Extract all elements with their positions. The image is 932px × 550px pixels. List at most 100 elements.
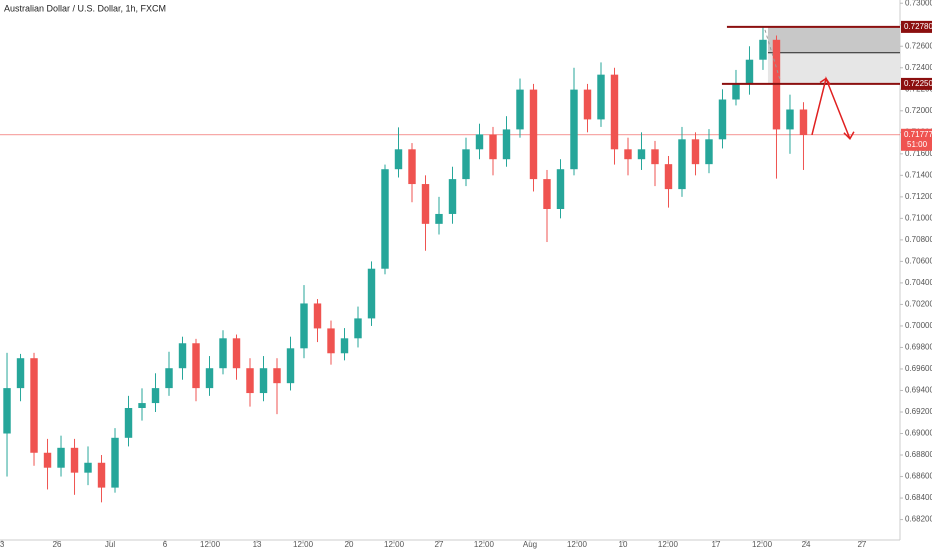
zone-upper <box>767 26 900 53</box>
candle-body <box>16 358 25 389</box>
candle-body <box>84 462 92 473</box>
candle-body <box>799 109 808 135</box>
level-label-box <box>901 20 932 33</box>
candle-body <box>705 139 713 165</box>
chart-title: Australian Dollar / U.S. Dollar, 1h, FXC… <box>4 3 166 13</box>
candle-body <box>745 59 754 85</box>
x-tick-label: 12:00 <box>293 540 314 549</box>
y-tick-label: 0.72600 <box>905 41 932 50</box>
candle-body <box>340 338 349 354</box>
y-tick-label: 0.71000 <box>905 213 932 222</box>
candle-body <box>232 338 241 369</box>
candle-body <box>610 74 619 150</box>
y-tick-label: 0.69800 <box>905 343 932 352</box>
y-tick-label: 0.71400 <box>905 170 932 179</box>
x-tick-label: 27 <box>857 540 866 549</box>
candle-body <box>313 303 322 329</box>
candle-body <box>691 139 700 165</box>
x-tick-label: 12:00 <box>752 540 773 549</box>
candle-body <box>637 149 646 160</box>
last-price-label: 0.71777 <box>904 130 932 139</box>
x-tick-label: 26 <box>53 540 62 549</box>
y-tick-label: 0.70000 <box>905 321 932 330</box>
level-label: 0.72250 <box>904 79 932 88</box>
candle-body <box>448 179 457 214</box>
x-tick-label: 13 <box>253 540 262 549</box>
x-tick-label: Aug <box>523 540 537 549</box>
arrow-head <box>819 77 831 85</box>
candle-body <box>732 84 740 100</box>
candle-body <box>327 328 335 354</box>
x-tick-label: 12:00 <box>200 540 221 549</box>
candle-body <box>381 169 389 269</box>
y-tick-label: 0.68400 <box>905 493 932 502</box>
x-tick-label: 12:00 <box>474 540 495 549</box>
x-tick-label: 17 <box>712 540 721 549</box>
candle-body <box>354 318 362 339</box>
candle-body <box>43 452 52 468</box>
y-tick-label: 0.68600 <box>905 472 932 481</box>
candle-body <box>502 129 511 160</box>
candle-body <box>664 164 673 190</box>
y-tick-label: 0.69400 <box>905 386 932 395</box>
candle-body <box>529 89 538 180</box>
x-tick-label: 12:00 <box>658 540 679 549</box>
x-tick-label: 27 <box>435 540 444 549</box>
y-tick-label: 0.69000 <box>905 429 932 438</box>
candle-body <box>138 403 146 409</box>
x-tick-label: 10 <box>619 540 628 549</box>
projection-path <box>811 76 851 140</box>
candle-body <box>178 343 187 369</box>
candle-body <box>259 368 268 394</box>
zone-lower <box>767 52 900 84</box>
dashed-line <box>764 29 781 80</box>
countdown-label: 51:00 <box>907 140 928 149</box>
candle-body <box>583 89 592 120</box>
level-label: 0.72780 <box>904 22 932 31</box>
y-tick-label: 0.70200 <box>905 300 932 309</box>
x-tick-label: 12:00 <box>567 540 588 549</box>
candle-body <box>97 462 106 488</box>
candle-body <box>462 149 470 180</box>
candle-body <box>556 169 565 210</box>
candle-body <box>786 109 794 130</box>
candle-body <box>300 303 308 349</box>
candle-body <box>219 338 227 369</box>
candle-body <box>543 179 551 210</box>
y-tick-label: 0.72400 <box>905 63 932 72</box>
y-tick-label: 0.68800 <box>905 450 932 459</box>
candle-body <box>3 388 11 434</box>
candle-body <box>570 89 578 170</box>
x-tick-label: 6 <box>163 540 168 549</box>
candle-body <box>57 447 65 468</box>
arrow-head <box>843 131 855 140</box>
x-tick-label: 24 <box>802 540 811 549</box>
candle-body <box>421 184 430 224</box>
candle-body <box>624 149 632 160</box>
level-label-box <box>901 77 932 90</box>
last-price-box <box>901 128 932 151</box>
candle-body <box>435 213 443 224</box>
candle-body <box>759 39 767 60</box>
candle-body <box>718 99 727 140</box>
candle-body <box>678 139 686 190</box>
candle-body <box>286 348 295 384</box>
y-tick-label: 0.73000 <box>905 0 932 7</box>
candle-body <box>408 149 416 185</box>
y-tick-label: 0.71200 <box>905 192 932 201</box>
y-tick-label: 0.70600 <box>905 257 932 266</box>
candle-body <box>475 134 484 150</box>
y-tick-label: 0.70800 <box>905 235 932 244</box>
candle-body <box>70 447 79 473</box>
y-tick-label: 0.69200 <box>905 407 932 416</box>
candle-body <box>246 368 254 394</box>
candle-body <box>489 134 497 160</box>
x-tick-label: 12:00 <box>384 540 405 549</box>
candle-body <box>394 149 403 170</box>
y-tick-label: 0.72000 <box>905 106 932 115</box>
y-tick-label: 0.68200 <box>905 515 932 524</box>
candle-body <box>124 408 133 438</box>
candle-body <box>192 343 200 389</box>
candle-body <box>367 268 376 319</box>
candle-body <box>165 368 173 389</box>
